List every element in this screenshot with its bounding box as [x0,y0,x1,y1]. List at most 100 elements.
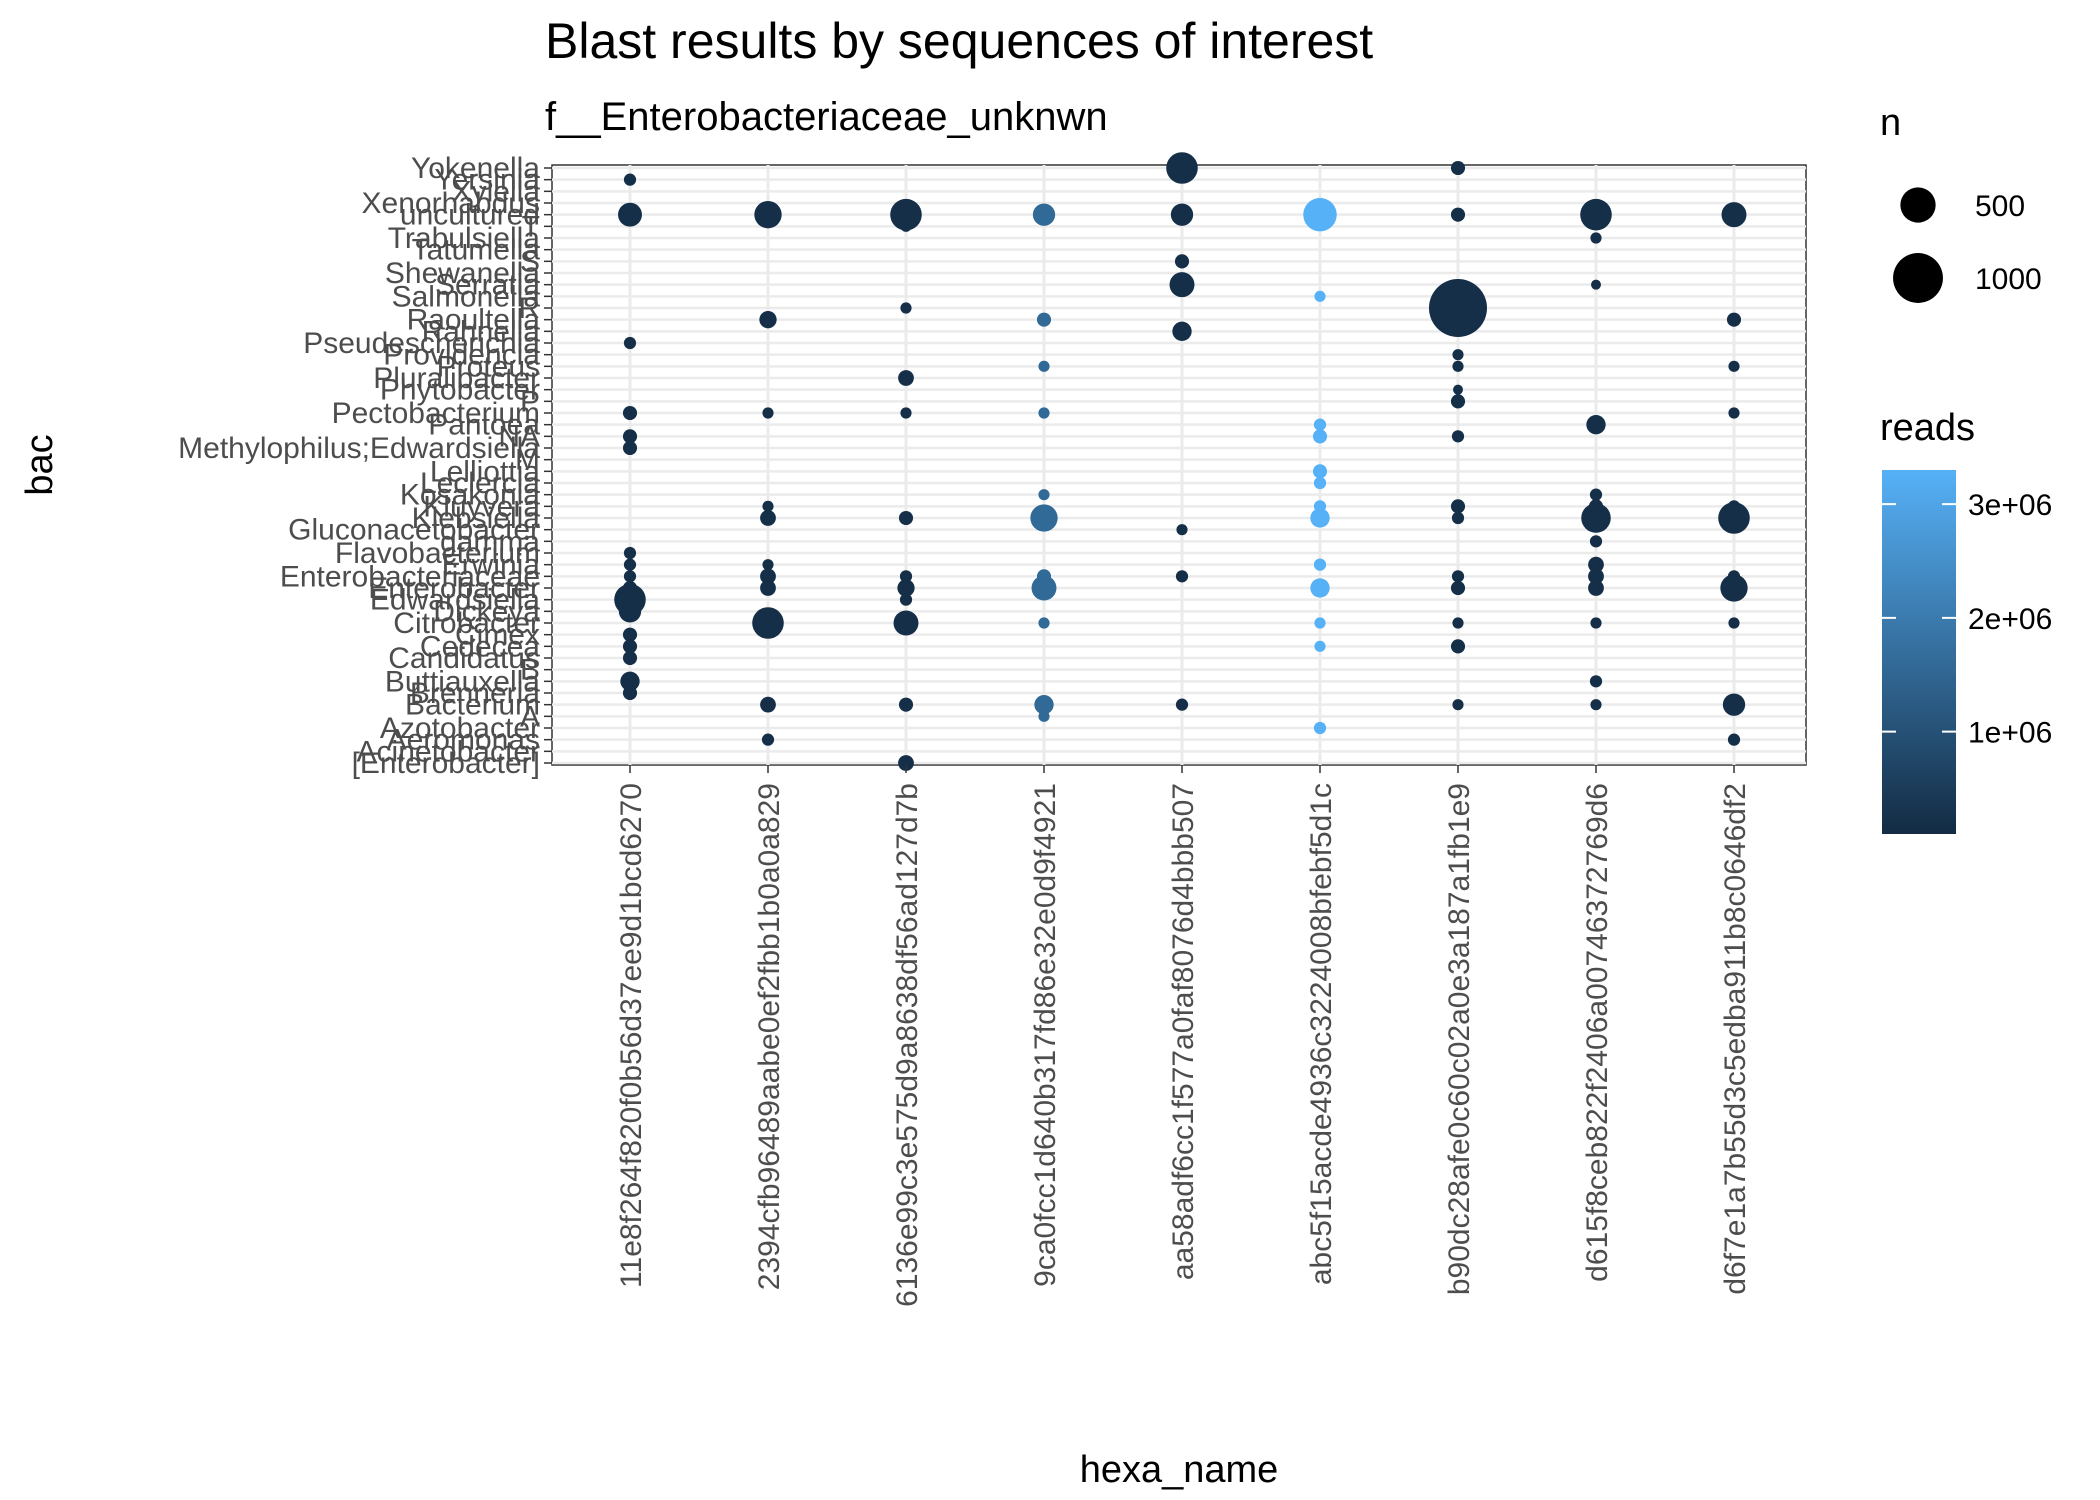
y-tick-label: M [515,444,540,477]
data-point [622,405,638,421]
x-tick-label: b90dc28afe0c60c02a0e3a187a1fb1e9 [1443,783,1476,1295]
data-point [1588,580,1604,596]
y-tick-label: Pseudescherichia [303,327,540,360]
y-tick-label: Buttiauxella [385,665,540,698]
color-legend-label: 1e+06 [1968,717,2052,750]
data-point [1452,360,1464,372]
data-point [1034,694,1054,715]
data-point [1588,499,1604,514]
data-point [622,627,638,642]
data-point [890,198,922,231]
data-point [1452,617,1464,629]
data-point [762,407,774,419]
y-tick-label: Proteus [437,350,540,383]
y-tick-label: uncultured [400,199,540,232]
data-point [1728,617,1740,629]
data-point [1313,558,1327,571]
data-point [1174,254,1190,269]
data-point [1169,272,1195,298]
data-point [1310,578,1330,598]
data-point [760,696,776,713]
data-point [1312,429,1328,444]
y-tick-label: Yokenella [411,152,540,185]
data-point [1450,639,1466,654]
y-tick-label: Kosakonia [400,479,540,512]
x-tick-label: d6f7e1a7b55d3c5edba911b8c0646df2 [1719,783,1752,1295]
y-tick-label: Yersinia [434,164,540,197]
data-point [1313,418,1327,431]
data-point [1580,198,1612,231]
data-point [622,639,638,654]
y-tick-label: P [520,385,540,418]
y-tick-label: Leclercia [420,467,540,500]
data-point [1313,476,1327,490]
data-point [1590,617,1602,629]
y-axis-title: bac [19,434,61,495]
x-axis-ticks: 11e8f264f820f0b56d37ee9d1bcd6270 2394cfb9… [615,765,1752,1307]
size-legend-key [1900,187,1936,223]
data-point [1453,384,1463,395]
data-point [1032,203,1056,226]
y-tick-label: Enterobacter [368,572,540,605]
data-point [760,510,776,526]
data-point [898,697,914,712]
color-legend-bar [1882,470,1956,834]
data-point [1586,414,1606,435]
y-tick-label: Trabulsiella [388,222,541,255]
y-tick-label: Flavobacterium [335,537,540,570]
data-point [620,671,640,692]
data-point [1451,430,1465,443]
y-tick-label: Brenneria [410,677,540,710]
data-point [1038,360,1050,372]
data-point [622,580,638,596]
x-axis-title: hexa_name [1080,1449,1279,1491]
data-point [1314,640,1326,652]
y-tick-label: Pectobacterium [332,397,540,430]
data-point [1175,698,1189,711]
y-tick-label: Phytobacter [380,374,540,407]
y-tick-label: Pantoea [428,409,540,442]
y-tick-label: Cedecea [420,630,540,663]
data-point [622,685,638,701]
data-point [1589,535,1603,548]
data-point [622,429,638,444]
data-point [623,570,637,583]
y-tick-label: Rahnella [422,315,541,348]
y-tick-label: Methylophilus;Edwardsiella [178,432,540,465]
data-point [1450,499,1466,514]
size-legend-title: n [1880,102,1901,144]
data-point [1589,675,1603,688]
y-tick-label: Acinetobacter [357,735,540,768]
y-tick-label: Erwinia [442,549,541,582]
y-tick-label: Kluyvera [423,490,540,523]
data-point [1450,580,1466,596]
y-tick-label: Pluralibacter [373,362,540,395]
data-point [1450,207,1466,222]
y-axis-ticks: [Enterobacter]AcinetobacterAeromonasAzot… [178,152,552,780]
y-tick-label: Citrobacter [393,607,540,640]
y-tick-label: T [522,210,540,243]
data-point [899,570,913,583]
data-point [1312,464,1328,479]
data-point [898,510,914,526]
data-point [618,600,642,623]
data-point [618,202,642,227]
data-point [898,370,914,386]
data-point [1166,152,1198,184]
data-point [1310,508,1330,528]
y-tick-label: Dickeya [433,595,540,628]
y-tick-label: Gluconacetobacter [288,514,540,547]
data-point [1038,489,1050,501]
data-point [1728,407,1740,419]
y-tick-label: S [520,245,540,278]
y-tick-label: Lelliottia [430,455,540,488]
data-point [1452,349,1464,361]
data-point [1718,502,1750,534]
y-tick-label: Candidatus [388,642,540,675]
x-tick-label: abc5f15acde4936c3224008bfebf5d1c [1305,783,1338,1285]
data-point [752,607,784,639]
x-tick-label: 11e8f264f820f0b56d37ee9d1bcd6270 [615,783,648,1288]
color-legend-title: reads [1880,407,1975,449]
x-tick-label: aa58adf6cc1f577a0faf8076d4bbb507 [1167,783,1200,1280]
